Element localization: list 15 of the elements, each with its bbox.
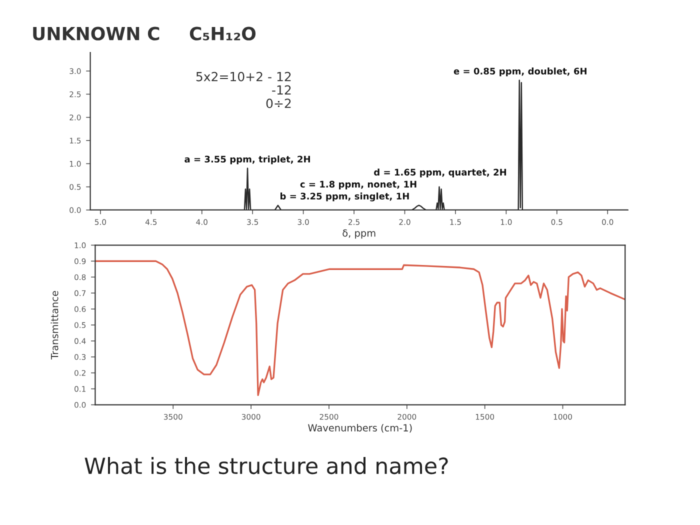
annotation: 0÷2: [266, 98, 291, 108]
text: What is the structure and name?: [84, 457, 448, 474]
line-series: [95, 260, 626, 396]
chart-subtitle: C₅H₁₂O: [190, 26, 256, 40]
x-axis-title: δ, ppm: [342, 229, 376, 239]
annotation: b = 3.25 ppm, singlet, 1H: [280, 192, 409, 202]
annotation: 5x2=10+2 - 12: [196, 72, 291, 82]
annotation: c = 1.8 ppm, nonet, 1H: [300, 180, 416, 190]
annotation: a = 3.55 ppm, triplet, 2H: [184, 156, 310, 164]
annotation: -12: [272, 85, 291, 95]
y-axis-title: Transmittance: [50, 291, 58, 360]
annotation: e = 0.85 ppm, doublet, 6H: [454, 68, 586, 76]
x-axis-title: Wavenumbers (cm-1): [308, 424, 412, 433]
annotation: d = 1.65 ppm, quartet, 2H: [374, 168, 506, 178]
chart-title: UNKNOWN C: [33, 26, 160, 40]
